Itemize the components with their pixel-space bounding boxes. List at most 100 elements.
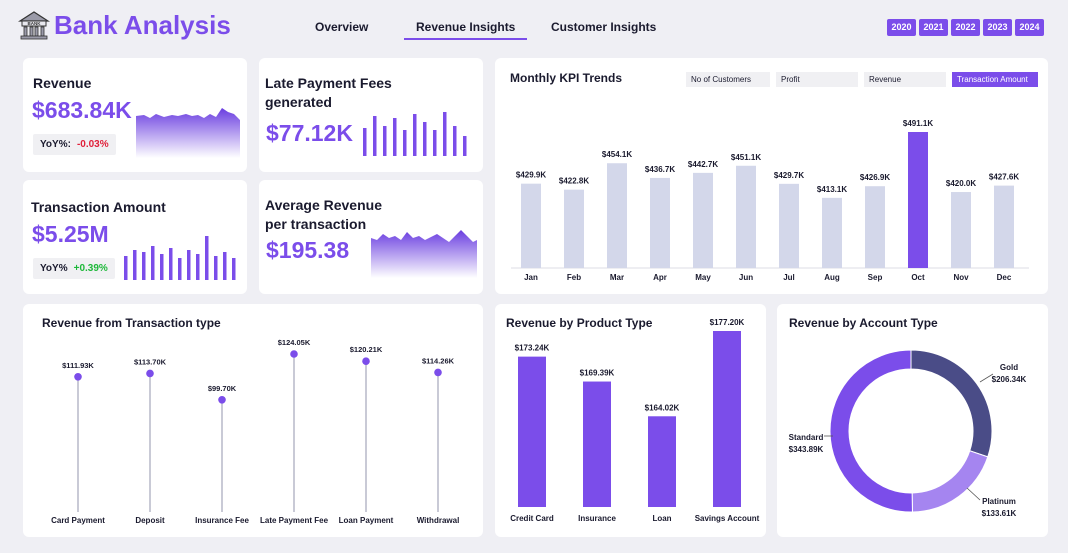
slice-platinum bbox=[911, 450, 989, 513]
lollipop-point bbox=[362, 357, 370, 366]
data-label: $99.70K bbox=[208, 384, 237, 393]
tab-transaction-amount[interactable]: Transaction Amount bbox=[952, 72, 1038, 87]
x-tick-label: Late Payment Fee bbox=[260, 516, 329, 525]
year-2023-button[interactable]: 2023 bbox=[983, 19, 1012, 36]
data-label: $429.7K bbox=[774, 171, 804, 180]
year-filter: 2020 2021 2022 2023 2024 bbox=[887, 19, 1044, 36]
x-tick-label: Savings Account bbox=[695, 514, 760, 523]
bar-sep bbox=[865, 186, 885, 268]
year-2024-button[interactable]: 2024 bbox=[1015, 19, 1044, 36]
bar-jul bbox=[779, 183, 799, 268]
year-2022-button[interactable]: 2022 bbox=[951, 19, 980, 36]
bar-loan bbox=[648, 416, 676, 507]
data-label: $164.02K bbox=[645, 403, 680, 412]
yoy-label: YoY% bbox=[40, 263, 68, 274]
bar-mar bbox=[607, 163, 627, 268]
x-tick-label: Apr bbox=[653, 273, 667, 282]
year-2021-button[interactable]: 2021 bbox=[919, 19, 948, 36]
x-tick-label: Jan bbox=[524, 273, 538, 282]
product-type-panel: Revenue by Product Type $173.24K Credit C… bbox=[495, 304, 766, 537]
account-type-panel: Revenue by Account Type Gold $206.34K Stan… bbox=[777, 304, 1048, 537]
avg-revenue-sparkline bbox=[371, 230, 477, 278]
late-fees-card: Late Payment Fees generated $77.12K bbox=[259, 58, 483, 172]
data-label: $124.05K bbox=[278, 338, 311, 347]
tab-revenue-insights[interactable]: Revenue Insights bbox=[403, 20, 528, 40]
data-label: $120.21K bbox=[350, 345, 383, 354]
x-tick-label: May bbox=[695, 273, 711, 282]
data-label: $177.20K bbox=[710, 318, 745, 327]
x-tick-label: Loan Payment bbox=[339, 516, 394, 525]
data-label: $111.93K bbox=[62, 361, 94, 370]
transaction-yoy-badge: YoY% +0.39% bbox=[33, 258, 115, 279]
bar-credit-card bbox=[518, 356, 546, 507]
data-label: $426.9K bbox=[860, 173, 890, 182]
x-tick-label: Oct bbox=[911, 273, 925, 282]
avg-revenue-card: Average Revenue per transaction $195.38 bbox=[259, 180, 483, 294]
app-title: Bank Analysis bbox=[54, 10, 231, 40]
kpi-metric-tabs: No of Customers Profit Revenue Transacti… bbox=[686, 72, 1038, 87]
transaction-sparkline bbox=[124, 236, 236, 280]
tab-revenue[interactable]: Revenue bbox=[864, 72, 946, 87]
transaction-amount-card: Transaction Amount $5.25M YoY% +0.39% bbox=[23, 180, 247, 294]
bar-jun bbox=[736, 165, 756, 268]
data-label: $436.7K bbox=[645, 165, 675, 174]
lollipop-point bbox=[218, 395, 226, 404]
x-tick-label: Feb bbox=[567, 273, 581, 282]
transaction-type-chart: $111.93K Card Payment $113.70K Deposit $99.7… bbox=[51, 338, 460, 525]
monthly-kpi-chart: $429.9K Jan $422.8K Feb $454.1K Mar $436.7K Apr… bbox=[511, 119, 1029, 282]
x-tick-label: Withdrawal bbox=[417, 516, 460, 525]
data-label: $114.26K bbox=[422, 356, 455, 365]
x-tick-label: Insurance Fee bbox=[195, 516, 249, 525]
x-tick-label: Jun bbox=[739, 273, 753, 282]
year-2020-button[interactable]: 2020 bbox=[887, 19, 916, 36]
x-tick-label: Insurance bbox=[578, 514, 616, 523]
lollipop-point bbox=[290, 350, 298, 358]
product-type-chart: $173.24K Credit Card $169.39K Insurance $164… bbox=[510, 318, 760, 523]
data-label: $491.1K bbox=[903, 119, 933, 128]
bar-nov bbox=[951, 192, 971, 268]
bar-aug bbox=[822, 197, 842, 268]
leader-line bbox=[979, 373, 994, 383]
revenue-sparkline bbox=[136, 108, 240, 158]
bar-insurance bbox=[583, 381, 611, 507]
transaction-type-title: Revenue from Transaction type bbox=[42, 316, 221, 330]
data-label: $427.6K bbox=[989, 173, 1019, 182]
x-tick-label: Jul bbox=[783, 273, 795, 282]
lollipop-point bbox=[434, 368, 442, 377]
data-label: $454.1K bbox=[602, 150, 632, 159]
avg-revenue-label: Average Revenue per transaction bbox=[265, 196, 382, 234]
data-label: $173.24K bbox=[515, 344, 550, 353]
slice-category-label: Gold bbox=[1000, 363, 1018, 372]
slice-value-label: $343.89K bbox=[789, 445, 824, 454]
slice-value-label: $206.34K bbox=[992, 375, 1027, 384]
data-label: $429.9K bbox=[516, 171, 546, 180]
logo-text: BANK bbox=[28, 21, 42, 26]
revenue-yoy-badge: YoY%: -0.03% bbox=[33, 134, 116, 155]
tab-no-of-customers[interactable]: No of Customers bbox=[686, 72, 770, 87]
yoy-value: +0.39% bbox=[73, 263, 108, 274]
tab-overview[interactable]: Overview bbox=[315, 20, 369, 34]
yoy-label: YoY%: bbox=[40, 139, 71, 150]
avg-revenue-value: $195.38 bbox=[266, 237, 350, 263]
transaction-amount-value: $5.25M bbox=[32, 221, 109, 247]
bar-savings-account bbox=[713, 331, 741, 507]
x-tick-label: Aug bbox=[824, 273, 840, 282]
tab-customer-insights[interactable]: Customer Insights bbox=[551, 20, 657, 34]
avg-revenue-label-line2: per transaction bbox=[265, 216, 367, 232]
data-label: $113.70K bbox=[134, 357, 167, 366]
bar-feb bbox=[564, 189, 584, 268]
bar-jan bbox=[521, 183, 541, 268]
late-fees-value: $77.12K bbox=[266, 120, 353, 146]
late-fees-label-line2: generated bbox=[265, 94, 332, 110]
account-type-title: Revenue by Account Type bbox=[789, 316, 938, 330]
data-label: $413.1K bbox=[817, 185, 847, 194]
avg-revenue-label-line1: Average Revenue bbox=[265, 197, 382, 213]
slice-standard bbox=[829, 349, 913, 513]
tab-profit[interactable]: Profit bbox=[776, 72, 858, 87]
x-tick-label: Deposit bbox=[135, 516, 165, 525]
product-type-title: Revenue by Product Type bbox=[506, 316, 653, 330]
x-tick-label: Nov bbox=[953, 273, 969, 282]
top-bar: BANK Bank Analysis Overview Revenue Insi… bbox=[0, 0, 1068, 52]
data-label: $169.39K bbox=[580, 369, 615, 378]
slice-category-label: Platinum bbox=[982, 497, 1016, 506]
